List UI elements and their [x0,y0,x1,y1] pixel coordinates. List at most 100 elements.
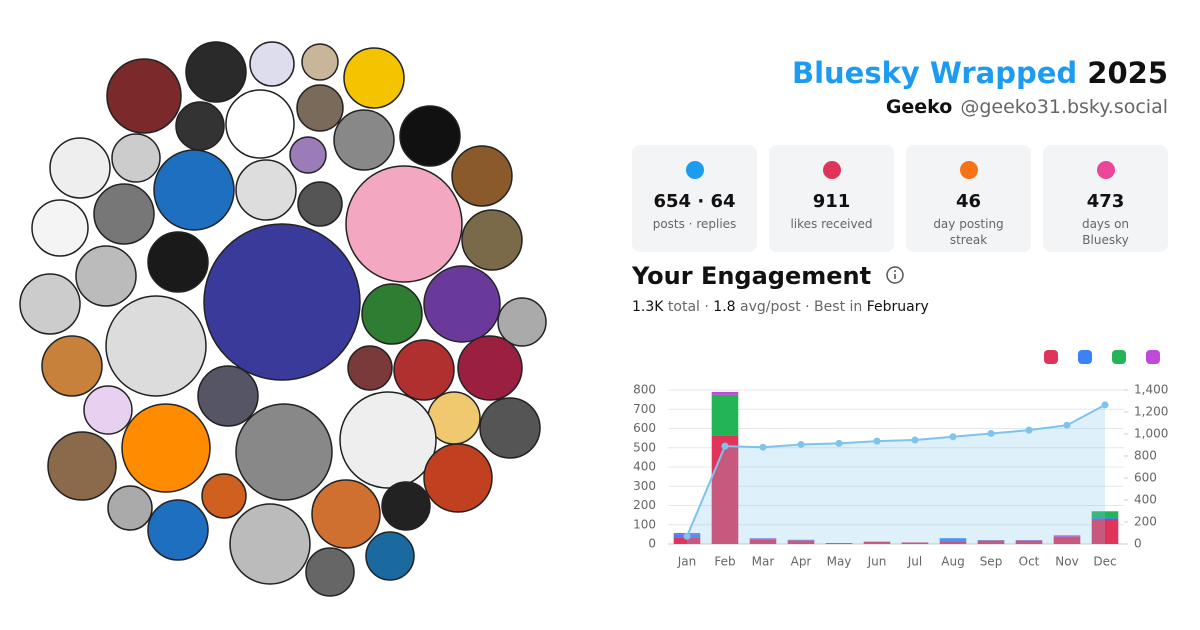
avatar [147,499,209,561]
summary: 1.3K total · 1.8 avg/post · Best in Febr… [632,299,929,315]
avatar [235,159,297,221]
line-point [835,439,843,447]
stat-card: 46 day posting streak [906,145,1031,252]
stat-value: 654 · 64 [653,191,736,212]
stat-value: 911 [812,191,851,212]
line-point [949,433,957,441]
section-title-text: Your Engagement [632,262,872,290]
avatar [393,339,455,401]
avatar [343,47,405,109]
icon-shape [685,161,704,179]
y2-tick-label: 0 [1134,537,1142,551]
bar-segment [901,542,929,544]
x-tick-label: Nov [1055,555,1078,569]
bar-segment [749,539,777,544]
avatar [153,149,235,231]
stat-cards: 654 · 64 posts · replies 911 likes received… [632,145,1168,252]
avatar [235,403,333,501]
summary-part: 1.3K [632,299,664,315]
avatar [175,101,225,151]
legend-icon [1112,350,1126,364]
avatar [83,385,133,435]
avatar [296,84,344,132]
avatar [93,183,155,245]
x-tick-label: Jul [907,555,922,569]
y-tick-label: 400 [633,460,656,474]
x-tick-label: Feb [714,555,735,569]
legend-icon [1044,350,1058,364]
y-tick-label: 500 [633,440,656,454]
bar-segment [825,543,853,544]
info-icon[interactable] [885,265,905,285]
y2-tick-label: 200 [1134,515,1157,529]
avatar [289,136,327,174]
y2-tick-label: 1,400 [1134,383,1168,397]
avatar [41,335,103,397]
avatar [225,89,295,159]
y-tick-label: 600 [633,421,656,435]
avatar [249,41,295,87]
bar-segment [749,538,777,540]
stat-card: 473 days on Bluesky [1043,145,1168,252]
y-tick-label: 700 [633,402,656,416]
bar-segment [1091,518,1119,544]
avatar [479,397,541,459]
x-tick-label: Mar [752,555,775,569]
bar-segment [711,391,739,395]
avatar [301,43,339,81]
stat-icon [959,161,978,179]
bar-segment [1015,540,1043,544]
avatar-cluster [19,41,547,597]
bar-segment [939,538,967,542]
stat-label: day posting streak [933,217,1004,247]
bar-segment [787,540,815,544]
avatar [31,199,89,257]
x-tick-label: Aug [941,555,964,569]
line-point [987,429,995,437]
y2-tick-label: 400 [1134,493,1157,507]
bar-segment [1053,536,1081,544]
stat-card: 911 likes received [769,145,894,252]
x-tick-label: Oct [1019,555,1040,569]
stat-value: 473 [1086,191,1125,212]
line-point [1025,426,1033,434]
summary-part: February [866,299,929,315]
year: 2025 [1087,56,1168,90]
bar-segment [673,537,701,544]
avatar [311,479,381,549]
stat-label: posts · replies [652,217,737,231]
avatar [347,345,393,391]
avatar [203,223,361,381]
avatar [297,181,343,227]
avatar [106,58,182,134]
y-tick-label: 100 [633,517,656,531]
bar-segment [1091,511,1119,519]
x-tick-label: Jan [677,555,697,569]
stat-value: 46 [955,191,982,212]
bar-segment [977,540,1005,544]
summary-part: avg/post · Best in [735,299,867,315]
line-point [721,442,729,450]
x-tick-label: Jun [867,555,887,569]
display-name: Geeko [885,96,953,118]
avatar [497,297,547,347]
user: Geeko @geeko31.bsky.social [886,96,1168,118]
summary-part: 1.8 [713,299,736,315]
chart: 0 100 200 300 400 500 600 700 800 0 200 400 600 800 1,… [633,350,1168,569]
line-point [683,532,691,540]
avatar [333,109,395,171]
y-tick-label: 800 [633,383,656,397]
avatar [345,165,463,283]
avatar [457,335,523,401]
x-tick-label: Dec [1093,555,1116,569]
avatar [197,365,259,427]
x-tick-label: Sep [980,555,1003,569]
avatar [147,231,209,293]
bar-segment [1053,535,1081,537]
stat-label: likes received [790,217,873,231]
avatar [381,481,431,531]
x-tick-label: May [827,555,852,569]
avatar [75,245,137,307]
line-point [797,440,805,448]
